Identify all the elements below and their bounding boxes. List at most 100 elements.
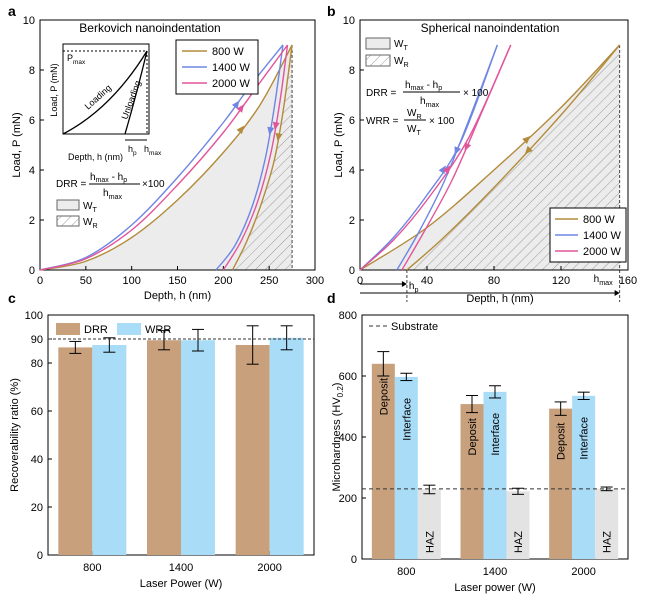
panel-d-bar-interface <box>483 391 507 559</box>
panel-a-xtick-label: 100 <box>122 275 140 287</box>
panel-d-bar-label: Interface <box>490 413 502 456</box>
panel-b-arrow-unloading <box>464 142 472 152</box>
panel-d-bar-deposit <box>371 363 395 559</box>
panel-a-formula-denominator: hmax <box>103 188 123 201</box>
panel-c: c 0 20 40 60 80 90 100 800 1400 2000 DRR WRR Recovera… <box>8 290 315 590</box>
panel-b-legend-label: 800 W <box>583 214 615 226</box>
panel-a-ytick-label: 6 <box>29 115 35 127</box>
panel-a-wr-area <box>232 45 293 270</box>
panel-d-bar-label: HAZ <box>513 531 525 553</box>
panel-b-ytick-label: 6 <box>349 115 355 127</box>
panel-b-area-legend-swatch <box>365 37 391 50</box>
panel-b-arrow-loading <box>438 165 446 175</box>
panel-b-ytick-label: 10 <box>343 15 355 27</box>
panel-c-xtick-label: 800 <box>83 562 101 574</box>
panel-a-legend-label: 1400 W <box>212 62 251 74</box>
panel-a-area-legend-label: WR <box>83 217 98 230</box>
panel-c-letter: c <box>8 290 16 306</box>
panel-b-title: Spherical nanoindentation <box>421 21 560 35</box>
panel-d-ytick-label: 200 <box>339 493 357 505</box>
panel-a-ytick-label: 0 <box>29 265 35 277</box>
panel-a-series-800W-loading <box>39 44 293 271</box>
panel-b-wrr-numerator: WR <box>407 108 422 121</box>
panel-d-ytick-label: 800 <box>339 310 357 322</box>
panel-b-xtick-label: 40 <box>421 275 433 287</box>
panel-d-bar-interface <box>572 395 596 559</box>
panel-a-series-2000W-loading <box>39 44 289 271</box>
panel-b-arrow-loading <box>442 165 451 175</box>
panel-b-hmax-arrowhead <box>614 290 620 296</box>
panel-a-formula-numerator: hmax - hp <box>90 172 127 184</box>
panel-a-arrow-unloading <box>275 132 283 142</box>
panel-c-ytick-label: 20 <box>31 502 43 514</box>
panel-b-hp-arrowhead <box>401 281 407 287</box>
panel-b-series-2000W-unloading <box>401 44 512 271</box>
panel-a-arrow-unloading <box>267 126 275 136</box>
panel-a-inset-ylabel: Load, P (mN) <box>49 63 59 116</box>
panel-b-area-legend-label: WR <box>394 56 409 69</box>
panel-d-ytick-label: 400 <box>339 432 357 444</box>
panel-a-xtick-label: 300 <box>306 275 324 287</box>
panel-a-formula-tail: ×100 <box>142 179 165 190</box>
panel-c-legend-swatch-wrr <box>117 323 141 335</box>
panel-b-xtick-label: 80 <box>488 275 500 287</box>
panel-c-bar-wrr <box>181 340 215 555</box>
panel-c-ylabel: Recoverability ratio (%) <box>9 378 21 492</box>
panel-a-formula-lhs: DRR = <box>56 179 86 190</box>
panel-b-drr-lhs: DRR = <box>366 88 396 99</box>
panel-c-xtick-label: 2000 <box>257 562 281 574</box>
panel-b-legend-label: 2000 W <box>583 246 622 258</box>
panel-c-ytick-label: 90 <box>31 334 43 346</box>
panel-d-bar-label: Interface <box>401 398 413 441</box>
panel-b-ytick-label: 2 <box>349 215 355 227</box>
panel-b-legend-label: 1400 W <box>583 230 622 242</box>
panel-d-bar-label: Deposit <box>467 418 479 455</box>
panel-b: b 0 2 4 6 8 10 0 40 80 120 160 Spherical nanoindenta… <box>327 3 637 305</box>
panel-a-inset-frame <box>62 43 150 135</box>
panel-a-series-2000W-unloading <box>222 44 289 271</box>
panel-b-ylabel: Load, P (mN) <box>333 112 345 177</box>
panel-a-inset-hmax: hmax <box>144 144 162 157</box>
panel-a-letter: a <box>8 3 16 19</box>
panel-a-title: Berkovich nanoindentation <box>79 21 220 35</box>
panel-c-legend-swatch-drr <box>56 323 80 335</box>
panel-b-ytick-label: 8 <box>349 65 355 77</box>
panel-b-series-1400W-loading <box>359 44 499 271</box>
panel-b-xlabel: Depth, h (nm) <box>466 293 533 305</box>
panel-b-xtick-label: 0 <box>357 275 363 287</box>
panel-d-ylabel: Microhardness (HV0.2) <box>331 383 345 492</box>
panel-b-xtick-label: 160 <box>619 275 637 287</box>
panel-b-area-legend-swatch <box>365 54 391 67</box>
panel-c-legend-drr: DRR <box>84 324 108 336</box>
panel-c-ytick-label: 60 <box>31 406 43 418</box>
panel-b-series-800W-loading <box>359 44 621 271</box>
panel-a-legend-label: 2000 W <box>212 78 251 90</box>
panel-d-bar-label: Deposit <box>378 378 390 415</box>
panel-d-bar-deposit <box>549 408 573 559</box>
panel-d-xtick-label: 1400 <box>483 566 507 578</box>
panel-b-drr-numerator: hmax - hp <box>405 80 442 92</box>
panel-b-ytick-label: 0 <box>349 265 355 277</box>
panel-b-wrr-lhs: WRR = <box>366 116 399 127</box>
panel-d-bar-haz <box>417 489 441 559</box>
panel-c-bar-drr <box>147 340 181 555</box>
panel-b-hmax-label: hmax <box>594 274 614 287</box>
panel-a-xlabel: Depth, h (nm) <box>144 290 211 302</box>
panel-d-ytick-label: 600 <box>339 371 357 383</box>
panel-b-wrr-tail: × 100 <box>429 116 455 127</box>
panel-c-bar-wrr <box>269 337 304 555</box>
panel-a-inset-xlabel: Depth, h (nm) <box>68 152 123 162</box>
panel-d-bar-haz <box>595 488 619 559</box>
panel-b-series-1400W-unloading <box>396 44 499 271</box>
panel-b-arrow-unloading <box>524 145 533 155</box>
panel-a-arrow-unloading <box>272 121 280 131</box>
panel-a-legend-label: 800 W <box>212 46 244 58</box>
panel-d-ytick-label: 0 <box>351 554 357 566</box>
panel-c-xlabel: Laser Power (W) <box>140 578 223 590</box>
panel-b-arrow-loading <box>522 136 531 145</box>
panel-b-drr-tail: × 100 <box>463 88 489 99</box>
panel-a-series-800W-unloading <box>231 44 293 271</box>
panel-b-hp-label: hp <box>409 281 419 294</box>
